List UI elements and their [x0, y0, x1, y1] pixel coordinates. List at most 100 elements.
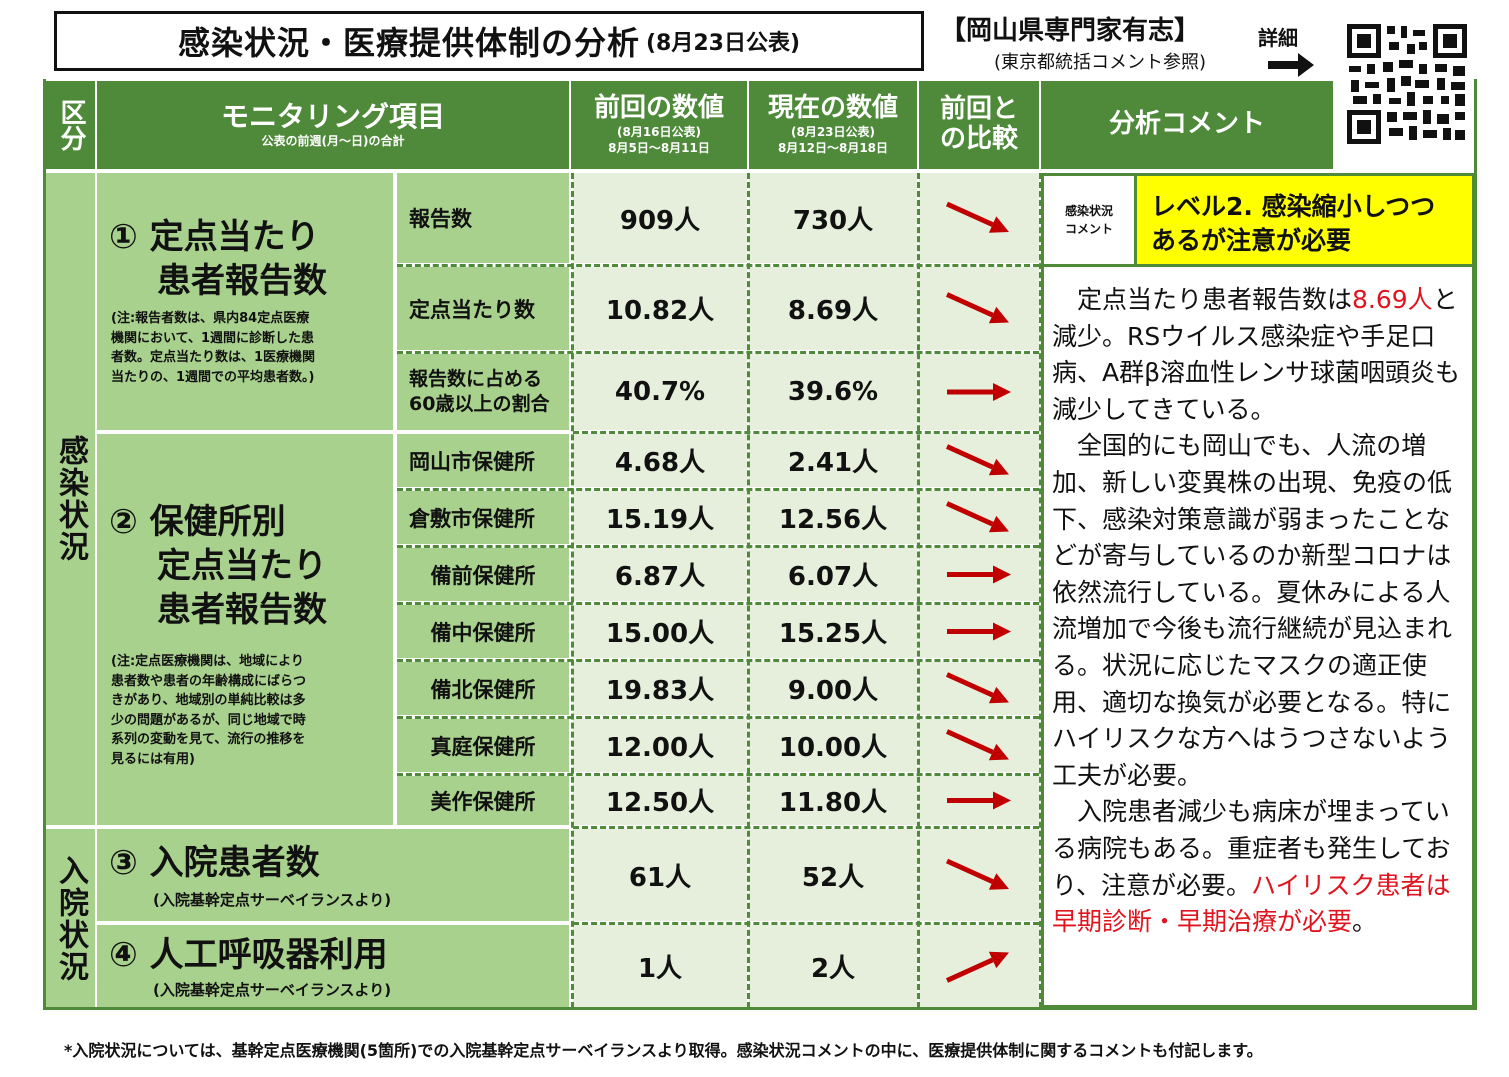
trend-cell — [919, 354, 1039, 430]
title-main: 感染状況・医療提供体制の分析 — [177, 24, 640, 62]
previous-value: 40.7% — [573, 354, 747, 430]
analysis-comment: 定点当たり患者報告数は8.69人と減少。RSウイルス感染症や手足口病、A群β溶血… — [1052, 285, 1461, 937]
item-4-block: ④ 人工呼吸器利用 (入院基幹定点サーベイランスより) — [97, 925, 569, 1008]
current-value: 730人 — [749, 173, 917, 263]
item-1-title-2: 患者報告数 — [157, 261, 327, 301]
trend-arrow-down-icon — [945, 501, 1009, 533]
row-label: 岡山市保健所 — [397, 434, 569, 487]
section-infection: 感染状況 — [45, 173, 95, 825]
level-small-label: 感染状況 コメント — [1041, 173, 1137, 267]
trend-cell — [919, 829, 1039, 921]
current-value: 15.25人 — [749, 605, 917, 658]
trend-arrow-up-icon — [945, 951, 1009, 983]
row-divider — [573, 431, 1039, 434]
current-value: 8.69人 — [749, 267, 917, 350]
trend-arrow-down-icon — [945, 292, 1009, 324]
row-divider — [397, 716, 1039, 719]
previous-value: 1人 — [573, 925, 747, 1008]
trend-cell — [919, 267, 1039, 350]
item-1-title: ① 定点当たり — [109, 217, 320, 257]
current-value: 52人 — [749, 829, 917, 921]
column-divider — [747, 173, 750, 1008]
row-divider — [397, 264, 1039, 267]
trend-cell — [919, 662, 1039, 715]
level-badge: レベル2. 感染縮小しつつ あるが注意が必要 — [1137, 173, 1475, 267]
header-monitoring-title: モニタリング項目 — [220, 99, 445, 133]
title-date: (8月23日公表) — [645, 31, 801, 56]
row-divider — [573, 922, 1039, 925]
qr-code-icon[interactable] — [1343, 20, 1471, 148]
row-label: 定点当たり数 — [397, 267, 569, 350]
source-sub-label: (東京都統括コメント参照) — [993, 52, 1207, 73]
trend-arrow-down-icon — [945, 444, 1009, 476]
previous-value: 6.87人 — [573, 548, 747, 601]
current-value: 9.00人 — [749, 662, 917, 715]
page-title: 感染状況・医療提供体制の分析 (8月23日公表) — [54, 11, 924, 71]
row-label: 備中保健所 — [397, 605, 569, 658]
row-label: 美作保健所 — [397, 776, 569, 825]
column-divider — [917, 173, 920, 1008]
source-label: 【岡山県専門家有志】 — [940, 16, 1201, 46]
row-divider — [397, 602, 1039, 605]
previous-value: 12.00人 — [573, 719, 747, 772]
header-compare: 前回と の比較 — [919, 81, 1039, 169]
item-2-block: ② 保健所別 定点当たり 患者報告数 (注:定点医療機関は、地域により 患者数や… — [97, 434, 393, 825]
trend-arrow-flat-icon — [947, 791, 1011, 810]
row-divider — [397, 488, 1039, 491]
row-divider — [573, 826, 1039, 829]
trend-cell — [919, 173, 1039, 263]
current-value: 2人 — [749, 925, 917, 1008]
previous-value: 10.82人 — [573, 267, 747, 350]
header-comment: 分析コメント — [1041, 81, 1333, 169]
previous-value: 15.00人 — [573, 605, 747, 658]
trend-cell — [919, 491, 1039, 544]
item-1-note: (注:報告者数は、県内84定点医療 — [111, 311, 310, 326]
previous-value: 61人 — [573, 829, 747, 921]
item-3-note: (入院基幹定点サーベイランスより) — [153, 891, 392, 909]
current-value: 2.41人 — [749, 434, 917, 487]
row-label: 真庭保健所 — [397, 719, 569, 772]
trend-cell — [919, 605, 1039, 658]
header-monitoring-sub: 公表の前週(月～日)の合計 — [261, 134, 405, 148]
previous-value: 4.68人 — [573, 434, 747, 487]
trend-arrow-flat-icon — [947, 622, 1011, 641]
header-current: 現在の数値 (8月23日公表) 8月12日～8月18日 — [749, 81, 917, 169]
arrow-right-icon — [1268, 53, 1314, 77]
row-label: 倉敷市保健所 — [397, 491, 569, 544]
item-3-block: ③ 入院患者数 (入院基幹定点サーベイランスより) — [97, 829, 569, 921]
footer-note: *入院状況については、基幹定点医療機関(5箇所)での入院基幹定点サーベイランスよ… — [64, 1041, 1263, 1060]
trend-arrow-down-icon — [945, 201, 1009, 233]
current-value: 11.80人 — [749, 776, 917, 825]
row-divider — [397, 773, 1039, 776]
trend-cell — [919, 776, 1039, 825]
item-4-note: (入院基幹定点サーベイランスより) — [153, 981, 392, 999]
detail-label: 詳細 — [1258, 26, 1298, 50]
item-1-block: ① 定点当たり 患者報告数 (注:報告者数は、県内84定点医療 機関において、1… — [97, 173, 393, 430]
current-value: 12.56人 — [749, 491, 917, 544]
trend-arrow-down-icon — [945, 729, 1009, 761]
trend-cell — [919, 719, 1039, 772]
row-label: 報告数 — [397, 173, 569, 263]
previous-value: 909人 — [573, 173, 747, 263]
header-previous: 前回の数値 (8月16日公表) 8月5日～8月11日 — [571, 81, 747, 169]
trend-arrow-down-icon — [945, 672, 1009, 704]
section-hospital: 入院状況 — [45, 829, 95, 1008]
current-value: 39.6% — [749, 354, 917, 430]
previous-value: 15.19人 — [573, 491, 747, 544]
previous-value: 19.83人 — [573, 662, 747, 715]
row-divider — [397, 351, 1039, 354]
column-divider — [1039, 173, 1042, 1008]
item-2-note: (注:定点医療機関は、地域により — [111, 654, 304, 669]
trend-cell — [919, 548, 1039, 601]
item-3-title: ③ 入院患者数 — [109, 843, 320, 883]
trend-arrow-flat-icon — [947, 565, 1011, 584]
row-divider — [397, 545, 1039, 548]
item-2-title: ② 保健所別 — [109, 502, 286, 542]
row-label: 報告数に占める 60歳以上の割合 — [397, 354, 569, 430]
header-category: 区分 — [45, 81, 95, 169]
trend-arrow-flat-icon — [947, 383, 1011, 401]
header-monitoring: モニタリング項目 公表の前週(月～日)の合計 — [97, 81, 569, 169]
trend-cell — [919, 434, 1039, 487]
row-label: 備前保健所 — [397, 548, 569, 601]
item-4-title: ④ 人工呼吸器利用 — [109, 935, 388, 975]
